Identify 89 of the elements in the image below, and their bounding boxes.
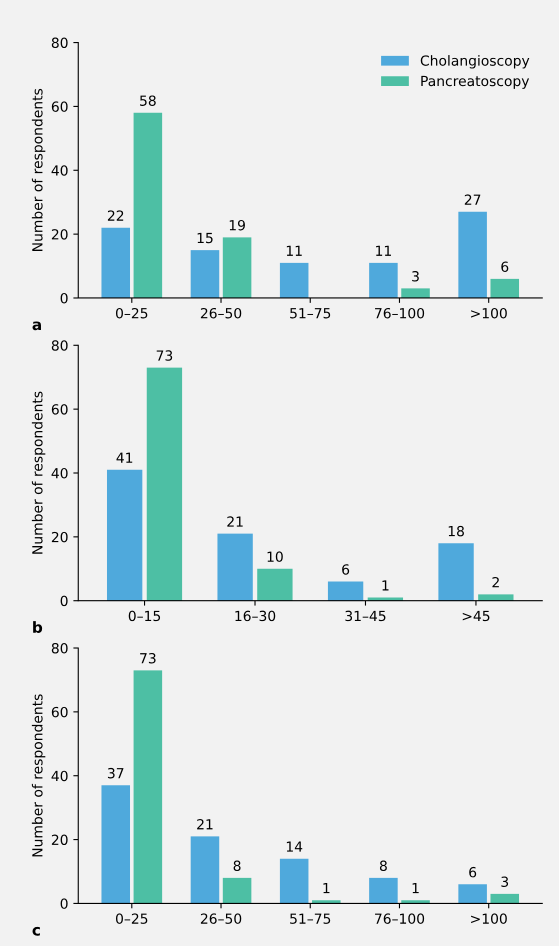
data-label: 14 <box>286 842 302 852</box>
y-axis-title: Number of respondents <box>32 88 46 251</box>
y-axis-title: Number of respondents <box>32 694 46 856</box>
y-tick-label: 60 <box>52 706 68 718</box>
bar <box>401 900 430 904</box>
x-tick-label: 31–45 <box>345 610 386 622</box>
data-label: 3 <box>501 876 508 887</box>
x-tick-label: >100 <box>471 913 507 924</box>
x-tick-label: 0–15 <box>128 610 160 622</box>
bar <box>190 250 220 298</box>
data-label: 21 <box>197 819 213 830</box>
data-label: 41 <box>116 452 132 463</box>
y-tick-label: 0 <box>60 898 68 909</box>
y-axis-title: Number of respondents <box>32 392 46 554</box>
bar <box>458 212 487 298</box>
y-tick-label: 40 <box>52 165 68 176</box>
data-label: 11 <box>286 246 302 256</box>
bar <box>106 470 142 601</box>
y-tick-label: 40 <box>52 468 68 478</box>
bar <box>312 900 341 904</box>
data-label: 27 <box>464 194 480 205</box>
x-tick-label: >100 <box>471 308 507 318</box>
data-label: 22 <box>108 210 124 221</box>
y-tick-label: 60 <box>52 101 68 112</box>
bar <box>369 262 398 298</box>
bar <box>101 228 130 298</box>
data-label: 3 <box>412 271 419 282</box>
y-tick-label: 20 <box>52 834 68 846</box>
y-tick-label: 80 <box>52 642 68 654</box>
y-tick-label: 0 <box>60 292 68 304</box>
x-tick-label: 16–30 <box>235 610 276 622</box>
x-tick-label: 0–25 <box>116 308 148 318</box>
y-tick-label: 80 <box>52 38 68 48</box>
legend-label: Pancreatoscopy <box>421 76 530 89</box>
y-tick-label: 40 <box>52 770 68 782</box>
x-tick-label: 76–100 <box>375 308 424 318</box>
data-label: 1 <box>382 580 388 590</box>
data-label: 58 <box>140 95 156 106</box>
data-label: 1 <box>323 883 330 894</box>
x-tick-label: 0–25 <box>116 913 148 924</box>
data-label: 73 <box>156 350 172 361</box>
data-label: 37 <box>108 768 124 778</box>
bar <box>280 858 308 904</box>
data-label: 10 <box>268 551 283 562</box>
bar <box>438 543 474 601</box>
data-label: 18 <box>448 526 464 536</box>
bar <box>490 894 520 904</box>
bar <box>101 785 130 904</box>
y-tick-label: 60 <box>52 404 68 415</box>
data-label: 11 <box>376 246 391 256</box>
text: b <box>33 621 42 633</box>
x-tick-label: 26–50 <box>200 308 242 318</box>
data-label: 15 <box>198 232 213 244</box>
data-label: 21 <box>227 516 243 527</box>
legend-label: Cholangioscopy <box>420 55 530 69</box>
y-tick-label: 0 <box>60 596 68 606</box>
y-tick-label: 20 <box>52 532 68 542</box>
text: a <box>32 321 41 330</box>
data-label: 73 <box>140 652 156 664</box>
bar <box>458 884 487 904</box>
bar <box>217 534 253 601</box>
bar <box>369 878 398 904</box>
data-label: 1 <box>412 883 419 894</box>
bar <box>257 568 293 601</box>
bar <box>146 368 182 601</box>
x-tick-label: >45 <box>462 610 490 622</box>
x-tick-label: 51–75 <box>290 914 330 924</box>
text: c <box>32 926 40 936</box>
bar <box>134 112 162 298</box>
bar <box>222 878 252 904</box>
data-label: 6 <box>342 564 350 575</box>
x-tick-label: 26–50 <box>200 913 242 924</box>
data-label: 6 <box>469 866 476 878</box>
bar <box>222 237 252 298</box>
bar <box>280 262 308 298</box>
data-label: 19 <box>230 220 245 230</box>
y-tick-label: 20 <box>52 229 68 240</box>
bar <box>401 288 430 298</box>
bar <box>134 670 162 904</box>
bar <box>190 836 220 904</box>
data-label: 8 <box>380 860 387 872</box>
x-tick-label: 76–100 <box>375 913 424 924</box>
data-label: 2 <box>492 576 499 588</box>
y-tick-label: 80 <box>52 340 68 351</box>
bar <box>328 582 364 601</box>
data-label: 6 <box>501 261 508 272</box>
data-label: 8 <box>234 860 241 872</box>
x-tick-label: 51–75 <box>290 308 330 318</box>
bar <box>490 278 520 298</box>
